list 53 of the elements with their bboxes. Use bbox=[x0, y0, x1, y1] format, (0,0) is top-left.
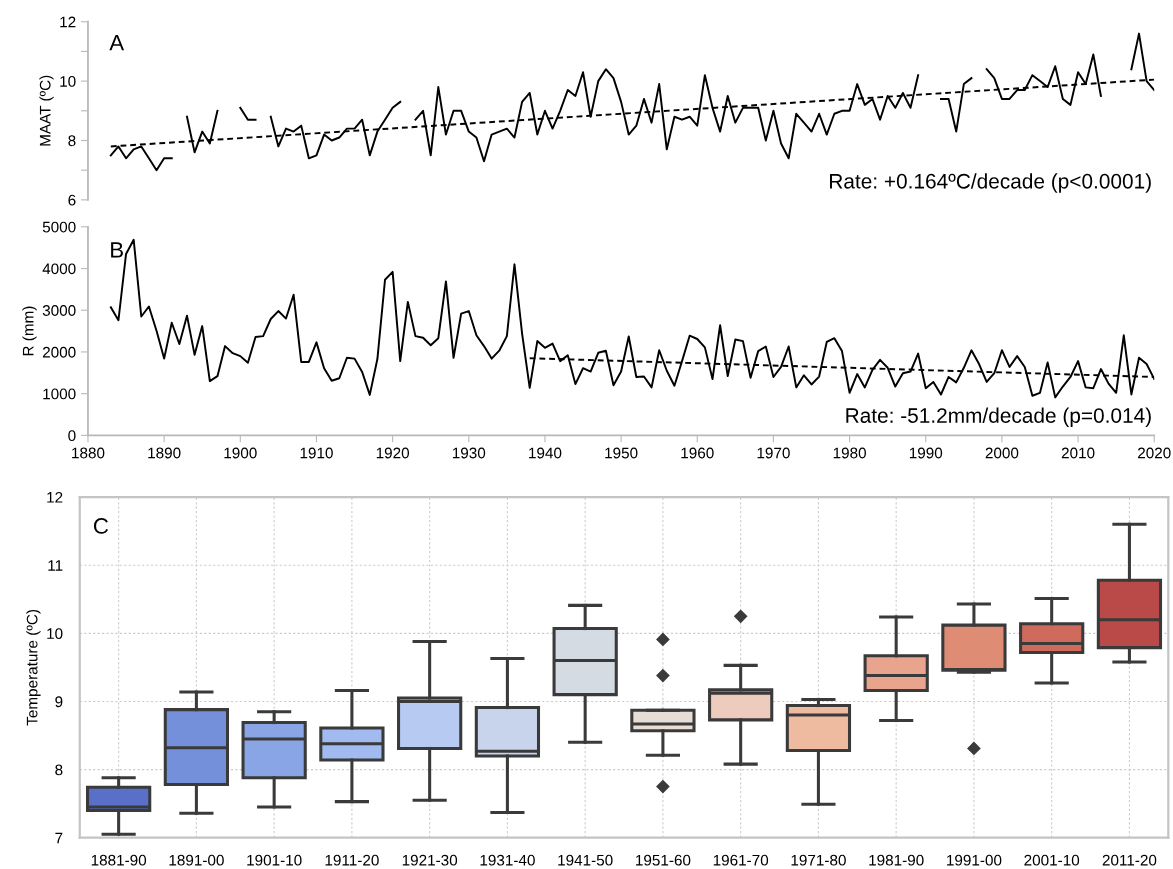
x-tick-label: 1930 bbox=[452, 447, 486, 459]
x-tick-label: 1920 bbox=[376, 447, 410, 459]
y-tick-label: 1000 bbox=[43, 388, 76, 400]
x-tick-label: 1971-80 bbox=[791, 854, 846, 866]
x-tick-label: 1891-00 bbox=[169, 854, 224, 866]
x-tick-label: 1900 bbox=[224, 447, 257, 459]
y-tick-label: 11 bbox=[48, 560, 63, 571]
y-tick-label: 12 bbox=[60, 16, 76, 28]
y-axis-title: R (mm) bbox=[22, 306, 37, 356]
x-tick-label: 1990 bbox=[909, 447, 943, 459]
x-tick-label: 2000 bbox=[985, 447, 1019, 459]
annotation: C bbox=[93, 518, 109, 534]
x-tick-label: 1961-70 bbox=[713, 854, 769, 866]
x-tick-label: 1921-30 bbox=[402, 854, 458, 866]
x-tick-label: 1991-00 bbox=[947, 854, 1002, 866]
annotation: Rate: +0.164ºC/decade (p<0.0001) bbox=[830, 173, 1151, 193]
y-tick-label: 12 bbox=[47, 491, 63, 503]
y-tick-label: 8 bbox=[55, 764, 63, 776]
x-tick-label: 1960 bbox=[681, 447, 714, 459]
annotation: Rate: -51.2mm/decade (p=0.014) bbox=[846, 407, 1151, 428]
x-tick-label: 1880 bbox=[72, 447, 105, 459]
y-tick-label: 0 bbox=[68, 430, 76, 442]
x-tick-label: 1951-60 bbox=[636, 854, 691, 866]
y-tick-label: 8 bbox=[68, 135, 76, 147]
x-tick-label: 1931-40 bbox=[480, 854, 535, 866]
x-tick-label: 2010 bbox=[1061, 447, 1095, 459]
y-tick-label: 10 bbox=[60, 75, 76, 87]
x-tick-label: 1910 bbox=[300, 447, 333, 459]
x-tick-label: 1981-90 bbox=[869, 854, 924, 866]
y-tick-label: 3000 bbox=[42, 305, 76, 316]
annotation: B bbox=[111, 242, 123, 258]
y-axis-title: Temperature (ºC) bbox=[26, 609, 41, 726]
x-tick-label: 2001-10 bbox=[1024, 854, 1080, 866]
x-tick-label: 1970 bbox=[757, 447, 790, 459]
y-tick-label: 2000 bbox=[42, 346, 76, 358]
x-tick-label: 1980 bbox=[833, 447, 866, 459]
x-tick-label: 2020 bbox=[1138, 447, 1171, 459]
x-tick-label: 1911-20 bbox=[325, 854, 379, 866]
x-tick-label: 1901-10 bbox=[247, 854, 302, 866]
x-tick-label: 1890 bbox=[148, 447, 181, 459]
x-tick-label: 1881-90 bbox=[91, 854, 147, 866]
y-axis-title: MAAT (ºC) bbox=[39, 75, 54, 146]
y-tick-label: 4000 bbox=[42, 263, 76, 275]
annotation: A bbox=[109, 35, 125, 51]
x-tick-label: 2011-20 bbox=[1102, 854, 1157, 866]
y-tick-label: 10 bbox=[47, 628, 63, 640]
x-tick-label: 1941-50 bbox=[558, 854, 613, 866]
y-tick-label: 5000 bbox=[42, 221, 76, 233]
y-tick-label: 6 bbox=[68, 194, 76, 206]
y-tick-label: 7 bbox=[55, 832, 63, 844]
x-tick-label: 1950 bbox=[605, 447, 638, 459]
x-tick-label: 1940 bbox=[529, 447, 562, 459]
y-tick-label: 9 bbox=[55, 696, 63, 708]
